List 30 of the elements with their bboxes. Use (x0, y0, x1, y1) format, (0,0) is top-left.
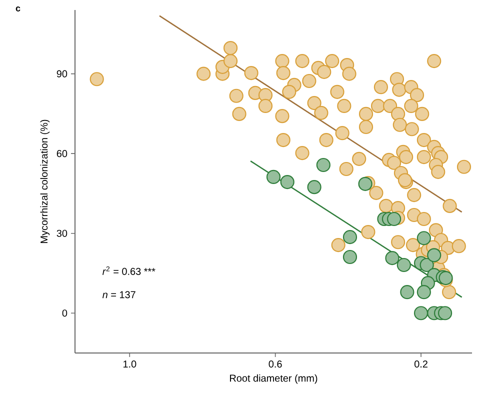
x-tick-label: 1.0 (123, 360, 136, 368)
point (414, 306, 428, 320)
point (358, 176, 372, 191)
point (420, 258, 434, 272)
point (342, 230, 358, 244)
y-tick-label: 90 (56, 70, 68, 78)
point (387, 212, 402, 226)
point (438, 270, 453, 286)
point (280, 174, 294, 190)
point (400, 285, 414, 300)
point (396, 258, 411, 272)
point (316, 158, 330, 172)
point (385, 251, 400, 266)
point (416, 231, 431, 246)
point (416, 285, 431, 300)
x-tick-label: 0.2 (414, 360, 428, 368)
annotation: r$^{2}$ = 0.63 *** (102, 266, 156, 275)
chart-title: c (16, 6, 20, 12)
x-tick-label: 0.6 (268, 360, 282, 368)
annotation: n = 137 (102, 291, 136, 298)
y-axis-title: Mycorrhizal colonization (%) (40, 120, 50, 243)
point (307, 180, 322, 194)
y-tick-label: 30 (56, 230, 68, 237)
point (427, 248, 442, 262)
point (266, 170, 281, 184)
point (438, 306, 452, 320)
y-tick-label: 60 (56, 150, 68, 158)
point (342, 250, 358, 264)
x-axis-title: Root diameter (mm) (230, 374, 318, 384)
y-tick-label: 0 (62, 310, 68, 317)
